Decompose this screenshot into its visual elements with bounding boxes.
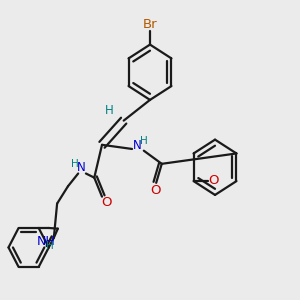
- Text: O: O: [150, 184, 161, 197]
- Text: H: H: [104, 104, 113, 117]
- Text: O: O: [208, 174, 219, 187]
- Text: N: N: [133, 139, 142, 152]
- Text: Br: Br: [143, 18, 157, 31]
- Text: NH: NH: [37, 235, 56, 248]
- Text: H: H: [70, 159, 78, 169]
- Text: O: O: [102, 196, 112, 209]
- Text: N: N: [77, 161, 85, 175]
- Text: H: H: [140, 136, 148, 146]
- Text: H: H: [46, 241, 53, 251]
